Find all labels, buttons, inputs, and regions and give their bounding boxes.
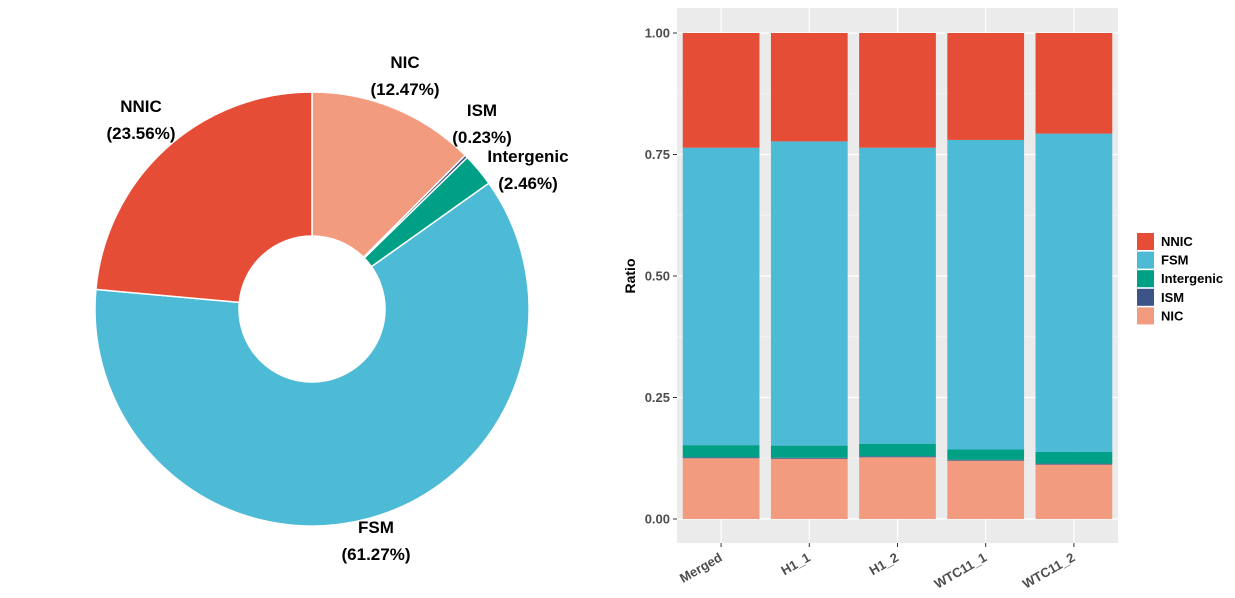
bar-segment-h1-1-intergenic <box>770 445 848 458</box>
bar-segment-h1-2-ism <box>859 456 936 458</box>
bar-segment-merged-fsm <box>682 147 760 446</box>
y-tick-label: 0.25 <box>645 390 670 405</box>
y-tick-label: 0.75 <box>645 147 670 162</box>
y-tick-label: 0.50 <box>645 269 670 284</box>
bar-segment-h1-1-ism <box>770 457 848 459</box>
y-tick-label: 1.00 <box>645 26 670 41</box>
bar-segment-h1-1-nic <box>770 458 848 519</box>
legend-label-nic: NIC <box>1161 308 1184 323</box>
bar-segment-wtc11-1-ism <box>947 459 1025 461</box>
bar-segment-merged-nnic <box>682 33 760 148</box>
x-tick-label: H1_2 <box>867 550 901 579</box>
x-tick-label: WTC11_1 <box>932 550 990 592</box>
legend: NNIC FSM Intergenic ISM NIC <box>1137 233 1223 325</box>
bar-segment-wtc11-2-intergenic <box>1035 451 1113 464</box>
bar-segment-h1-1-fsm <box>770 141 848 446</box>
legend-key-fsm <box>1137 251 1154 269</box>
x-tick-label: WTC11_2 <box>1020 550 1078 592</box>
legend-key-nic <box>1137 307 1154 325</box>
pie-label-fsm-name: FSM <box>358 518 394 537</box>
pie-label-intergenic-name: Intergenic <box>487 147 568 166</box>
pie-label-nic-percent: (12.47%) <box>371 80 440 99</box>
pie-label-fsm-percent: (61.27%) <box>342 545 411 564</box>
pie-label-nnic-name: NNIC <box>120 97 162 116</box>
bar-segment-wtc11-1-nnic <box>947 33 1025 140</box>
bar-segment-h1-2-nnic <box>859 33 936 148</box>
bar-segment-wtc11-2-nic <box>1035 464 1113 519</box>
bar-segment-h1-2-nic <box>859 457 936 519</box>
bar-segment-merged-ism <box>682 457 760 459</box>
bar-segment-wtc11-1-intergenic <box>947 449 1025 460</box>
y-axis-title: Ratio <box>622 259 638 294</box>
stacked-bar-chart: 0.00 0.25 0.50 0.75 1.00 Merged H1_1 H1_2 WTC11_… <box>622 8 1223 592</box>
pie-label-intergenic-percent: (2.46%) <box>498 174 558 193</box>
pie-slice-nnic <box>95 91 313 304</box>
legend-key-intergenic <box>1137 270 1154 288</box>
pie-slice-fsm <box>94 182 530 527</box>
bar-segment-h1-2-intergenic <box>859 443 936 457</box>
pie-label-ism-name: ISM <box>467 101 497 120</box>
legend-label-intergenic: Intergenic <box>1161 271 1223 286</box>
bar-segment-wtc11-2-nnic <box>1035 33 1113 134</box>
legend-label-nnic: NNIC <box>1161 234 1193 249</box>
bar-segment-h1-2-fsm <box>859 147 936 444</box>
pie-label-nic-name: NIC <box>390 53 419 72</box>
bar-segment-wtc11-1-fsm <box>947 139 1025 450</box>
y-tick-label: 0.00 <box>645 512 670 527</box>
bar-segment-merged-intergenic <box>682 445 760 458</box>
pie-label-nnic-percent: (23.56%) <box>107 124 176 143</box>
x-tick-label: Merged <box>677 550 725 586</box>
bar-segment-wtc11-1-nic <box>947 460 1025 519</box>
x-tick-label: H1_1 <box>778 550 812 579</box>
pie-label-ism-percent: (0.23%) <box>452 128 512 147</box>
legend-key-ism <box>1137 288 1154 306</box>
bar-segment-wtc11-2-fsm <box>1035 133 1113 452</box>
legend-label-ism: ISM <box>1161 290 1184 305</box>
bar-segment-merged-nic <box>682 458 760 519</box>
legend-label-fsm: FSM <box>1161 253 1188 268</box>
legend-key-nnic <box>1137 233 1154 250</box>
donut-chart: NIC (12.47%) ISM (0.23%)Intergenic (2.46%) FS… <box>94 53 569 564</box>
bar-segment-h1-1-nnic <box>770 33 848 142</box>
bar-segment-wtc11-2-ism <box>1035 463 1113 465</box>
pie-slice-nic <box>311 91 467 259</box>
